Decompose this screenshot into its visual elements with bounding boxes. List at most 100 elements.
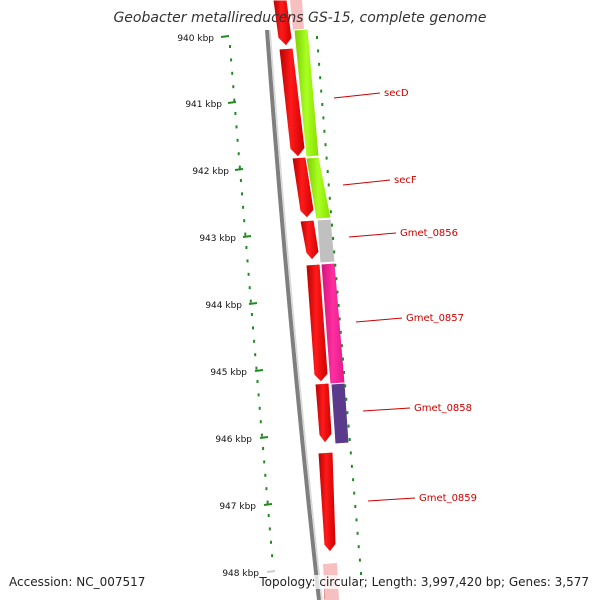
- ruler-tick: [259, 436, 269, 439]
- ruler-label: 943 kbp: [199, 234, 236, 244]
- ruler-dot: [340, 344, 343, 348]
- ruler-label: 940 kbp: [177, 34, 214, 44]
- gene-label-Gmet-0858[interactable]: Gmet_0858: [414, 403, 472, 414]
- ruler-dot: [355, 518, 358, 522]
- ruler-dot: [356, 531, 359, 535]
- ruler-minor-ticks: [229, 45, 274, 558]
- ruler-dot: [338, 317, 341, 321]
- ruler-dot: [357, 545, 360, 549]
- ruler-dot: [324, 143, 327, 147]
- ruler-tick: [248, 302, 258, 305]
- ruler-dot: [348, 438, 351, 441]
- gene-label-Gmet-0859[interactable]: Gmet_0859: [419, 493, 477, 504]
- ruler-dot: [264, 473, 267, 477]
- gene-feature-track: [290, 0, 350, 600]
- ruler-dot: [233, 98, 236, 102]
- ruler-tick: [220, 35, 230, 38]
- ruler-dot: [247, 272, 250, 276]
- ruler-tick: [242, 235, 252, 238]
- gene-labels: secD secF Gmet_0856 Gmet_0857 Gmet_0858 …: [384, 88, 477, 504]
- ruler-label: 946 kbp: [215, 435, 252, 445]
- backbone-highlight: [269, 29, 323, 600]
- ruler-dot: [260, 433, 263, 437]
- ruler-dot: [242, 205, 245, 209]
- accession-label: Accession: NC_007517: [9, 575, 146, 589]
- gene-label-secD[interactable]: secD: [384, 88, 409, 99]
- ruler-dot: [347, 424, 350, 428]
- ruler-dot: [243, 219, 246, 223]
- ruler-dot: [329, 210, 332, 214]
- gene-block-Gmet-0858[interactable]: [330, 382, 350, 445]
- ruler-dot: [263, 460, 266, 464]
- ruler-labels: 940 kbp 941 kbp 942 kbp 943 kbp 944 kbp …: [177, 34, 259, 579]
- ruler-major-ticks: [220, 35, 276, 573]
- ruler-dot: [342, 357, 344, 361]
- ruler-dot: [360, 572, 362, 575]
- ruler-dot: [229, 45, 231, 48]
- ruler-dot: [248, 286, 251, 290]
- ruler-dot: [328, 196, 331, 200]
- ruler-dot: [267, 514, 270, 517]
- cds-arrow: [272, 0, 293, 47]
- ruler-dot: [266, 500, 269, 504]
- ruler-dot: [317, 49, 320, 53]
- gene-block-secD[interactable]: [293, 28, 320, 158]
- ruler-dot: [244, 232, 247, 236]
- label-connector: [348, 232, 397, 238]
- gene-label-lines: [333, 92, 416, 502]
- ruler-dot: [318, 62, 321, 66]
- ruler-dot: [271, 554, 274, 558]
- ruler-dot: [236, 138, 239, 142]
- cds-arrow-secF[interactable]: [291, 156, 315, 219]
- ruler-dot: [352, 478, 355, 482]
- ruler-dot: [256, 380, 259, 383]
- topology-summary: Topology: circular; Length: 3,997,420 bp…: [259, 575, 589, 589]
- ruler-dot: [333, 250, 336, 254]
- gene-label-Gmet-0856[interactable]: Gmet_0856: [400, 228, 458, 239]
- ruler-dot: [246, 259, 249, 263]
- ruler-dot: [349, 451, 352, 455]
- ruler-label: 941 kbp: [185, 100, 222, 110]
- gene-block-Gmet-0856[interactable]: [316, 218, 336, 264]
- cds-arrow-secD[interactable]: [278, 47, 306, 158]
- ruler-dot: [354, 505, 357, 508]
- ruler-dot: [268, 527, 271, 531]
- ruler-dot: [326, 170, 329, 173]
- ruler-dot: [252, 326, 254, 330]
- ruler-tick: [263, 503, 273, 506]
- ruler-dot: [241, 192, 243, 196]
- gene-block-secF[interactable]: [305, 156, 332, 220]
- cds-arrow-Gmet-0856[interactable]: [299, 219, 320, 261]
- label-connector: [333, 92, 381, 99]
- ruler-dot: [235, 125, 238, 129]
- cds-arrow-Gmet-0857[interactable]: [305, 263, 329, 383]
- ruler-dot: [262, 447, 265, 450]
- ruler-dot: [336, 290, 339, 294]
- ruler-dot: [230, 58, 233, 62]
- ruler-dot: [249, 299, 252, 303]
- cds-arrow-Gmet-0858[interactable]: [314, 382, 333, 444]
- ruler-dot: [323, 129, 326, 133]
- ruler-dot: [335, 277, 338, 281]
- ruler-dot: [325, 156, 328, 160]
- ruler-tick: [227, 101, 237, 104]
- ruler-dot: [332, 237, 335, 240]
- label-connector: [367, 497, 416, 502]
- gene-block-top: [290, 0, 304, 31]
- genome-title: Geobacter metallireducens GS-15, complet…: [113, 10, 487, 26]
- ruler-dot: [254, 353, 257, 357]
- ruler-dot: [232, 85, 235, 89]
- ruler-dot: [237, 152, 240, 156]
- ruler-tick: [254, 369, 264, 372]
- ruler-dot: [259, 420, 262, 424]
- gene-label-secF[interactable]: secF: [394, 175, 417, 186]
- gene-label-Gmet-0857[interactable]: Gmet_0857: [406, 313, 464, 324]
- cds-arrow-Gmet-0859[interactable]: [317, 451, 337, 553]
- ruler-dot: [339, 330, 342, 334]
- ruler-dot: [239, 179, 242, 182]
- ruler-dot: [327, 183, 330, 187]
- ruler-tick: [266, 570, 276, 573]
- ruler-dot: [345, 397, 348, 401]
- ruler-label: 944 kbp: [205, 301, 242, 311]
- ruler-dot: [316, 36, 318, 39]
